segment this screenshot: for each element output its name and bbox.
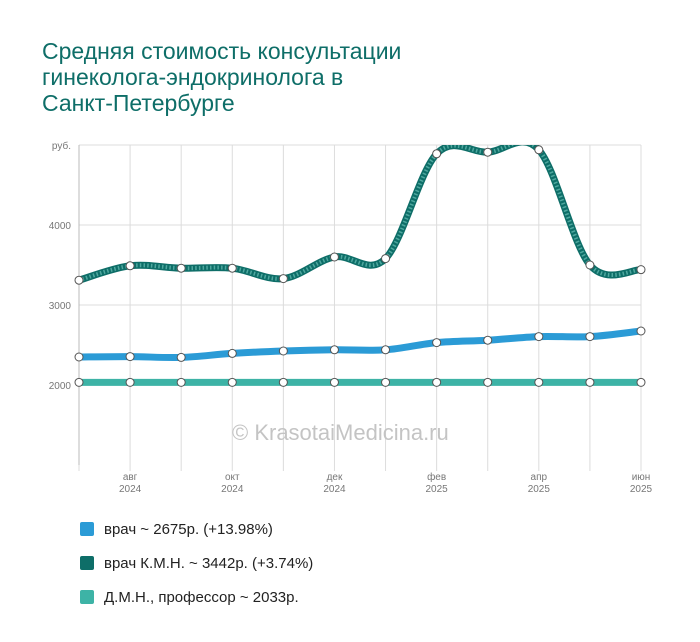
- x-tick-label: 2024: [221, 484, 244, 495]
- watermark: © KrasotaiMedicina.ru: [232, 420, 449, 445]
- legend-item-vrach[interactable]: врач ~ 2675р. (+13.98%): [80, 512, 313, 546]
- data-point: [585, 377, 595, 387]
- data-point: [329, 345, 339, 355]
- data-point: [534, 377, 544, 387]
- y-tick-label: 2000: [49, 381, 72, 392]
- data-point: [74, 377, 84, 387]
- series-line: [75, 145, 645, 284]
- data-point: [585, 260, 595, 270]
- data-point: [636, 377, 646, 387]
- data-point: [176, 352, 186, 362]
- y-tick-label: 3000: [49, 301, 72, 312]
- data-point: [329, 377, 339, 387]
- legend-swatch: [80, 556, 94, 570]
- legend-swatch: [80, 522, 94, 536]
- data-point: [381, 254, 391, 264]
- legend-item-dmn-professor[interactable]: Д.М.Н., профессор ~ 2033р.: [80, 580, 313, 614]
- data-point: [278, 274, 288, 284]
- y-tick-label: руб.: [52, 140, 71, 152]
- series-1: [74, 145, 646, 285]
- legend-item-vrach-kmn[interactable]: врач К.М.Н. ~ 3442р. (+3.74%): [80, 546, 313, 580]
- legend-label: врач К.М.Н. ~ 3442р. (+3.74%): [104, 554, 314, 572]
- chart-legend: врач ~ 2675р. (+13.98%) врач К.М.Н. ~ 34…: [80, 512, 313, 614]
- data-point: [125, 352, 135, 362]
- series-0: [74, 326, 646, 362]
- x-tick-label: фев: [427, 471, 446, 483]
- x-tick-label: 2025: [630, 484, 653, 495]
- data-point: [636, 326, 646, 336]
- data-point: [432, 338, 442, 348]
- legend-label: Д.М.Н., профессор ~ 2033р.: [104, 588, 299, 606]
- data-point: [176, 377, 186, 387]
- data-point: [534, 145, 544, 155]
- x-tick-label: окт: [225, 472, 240, 483]
- x-tick-label: июн: [632, 472, 651, 483]
- data-point: [534, 332, 544, 342]
- legend-swatch: [80, 590, 94, 604]
- data-point: [227, 377, 237, 387]
- data-point: [432, 149, 442, 159]
- chart-title-line: Санкт-Петербурге: [42, 90, 235, 116]
- data-point: [74, 352, 84, 362]
- series-line: [75, 327, 645, 362]
- chart-title-line: гинеколога-эндокринолога в: [42, 64, 344, 90]
- data-point: [227, 263, 237, 273]
- chart-title: Средняя стоимость консультации гинеколог…: [42, 38, 562, 116]
- data-point: [329, 252, 339, 262]
- data-point: [125, 377, 135, 387]
- data-point: [432, 377, 442, 387]
- y-tick-label: 4000: [49, 221, 72, 232]
- data-point: [483, 335, 493, 345]
- x-tick-label: 2024: [323, 484, 346, 495]
- x-tick-label: апр: [531, 472, 548, 483]
- x-tick-label: 2025: [426, 484, 449, 495]
- data-point: [176, 263, 186, 273]
- data-point: [381, 345, 391, 355]
- series-2: [74, 377, 646, 387]
- x-tick-label: авг: [123, 472, 138, 483]
- x-tick-label: дек: [327, 472, 343, 483]
- legend-label: врач ~ 2675р. (+13.98%): [104, 520, 273, 538]
- data-point: [585, 332, 595, 342]
- data-point: [227, 348, 237, 358]
- data-point: [125, 261, 135, 271]
- data-point: [74, 275, 84, 285]
- x-tick-label: 2025: [528, 484, 551, 495]
- data-point: [278, 377, 288, 387]
- data-point: [278, 346, 288, 356]
- data-point: [381, 377, 391, 387]
- data-point: [483, 377, 493, 387]
- x-tick-label: 2024: [119, 484, 142, 495]
- chart-title-line: Средняя стоимость консультации: [42, 38, 402, 64]
- data-point: [636, 265, 646, 275]
- data-point: [483, 147, 493, 157]
